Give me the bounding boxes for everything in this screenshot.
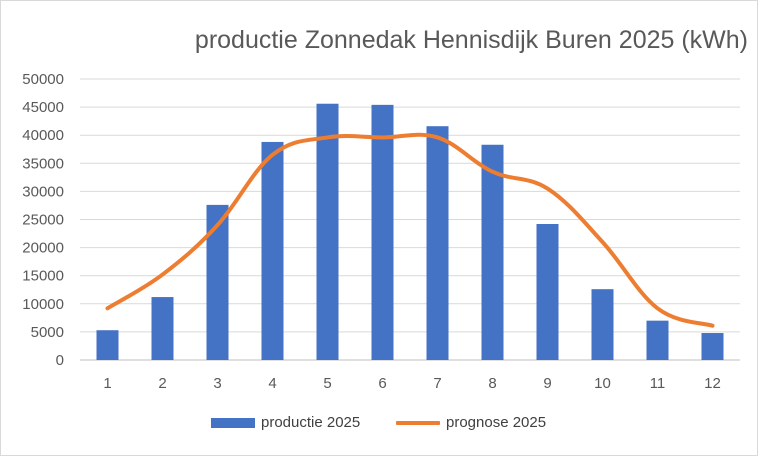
- x-tick-label: 3: [213, 375, 221, 392]
- bar: [646, 320, 669, 360]
- legend-item-productie: productie 2025: [211, 414, 360, 431]
- legend-item-prognose: prognose 2025: [396, 414, 546, 431]
- y-tick-label: 10000: [22, 296, 64, 313]
- legend-swatch-bar: [211, 417, 255, 428]
- x-tick-label: 9: [543, 375, 551, 392]
- x-tick-label: 12: [704, 375, 721, 392]
- bar: [316, 103, 339, 360]
- x-tick-label: 1: [103, 375, 111, 392]
- chart-legend: productie 2025 prognose 2025: [0, 414, 758, 436]
- bar: [426, 126, 449, 360]
- y-tick-label: 0: [56, 352, 64, 369]
- y-tick-label: 25000: [22, 212, 64, 229]
- chart-title: productie Zonnedak Hennisdijk Buren 2025…: [194, 26, 748, 54]
- x-tick-label: 11: [650, 375, 666, 392]
- y-tick-label: 30000: [22, 183, 64, 200]
- x-tick-label: 7: [433, 375, 441, 392]
- bar: [151, 297, 174, 360]
- y-tick-label: 20000: [22, 240, 64, 257]
- bar: [371, 104, 394, 361]
- legend-swatch-line: [396, 420, 440, 425]
- bar: [536, 223, 559, 360]
- x-tick-label: 4: [268, 375, 276, 392]
- legend-label-prognose: prognose 2025: [446, 414, 547, 431]
- y-tick-label: 15000: [22, 268, 64, 285]
- y-tick-label: 35000: [22, 155, 64, 172]
- bar: [481, 144, 504, 360]
- bar: [261, 141, 284, 360]
- x-tick-label: 10: [594, 375, 611, 392]
- x-tick-label: 8: [488, 375, 496, 392]
- bar: [591, 289, 614, 360]
- y-tick-label: 40000: [22, 127, 64, 144]
- y-tick-label: 50000: [22, 71, 64, 88]
- x-tick-label: 6: [378, 375, 386, 392]
- y-tick-label: 5000: [31, 324, 64, 341]
- legend-label-productie: productie 2025: [261, 414, 361, 431]
- bar: [96, 330, 119, 360]
- y-tick-label: 45000: [22, 99, 64, 116]
- bar: [701, 333, 724, 360]
- series-line-prognose: [105, 132, 715, 328]
- bar: [206, 204, 229, 360]
- x-tick-label: 2: [158, 375, 166, 392]
- x-tick-label: 5: [323, 375, 331, 392]
